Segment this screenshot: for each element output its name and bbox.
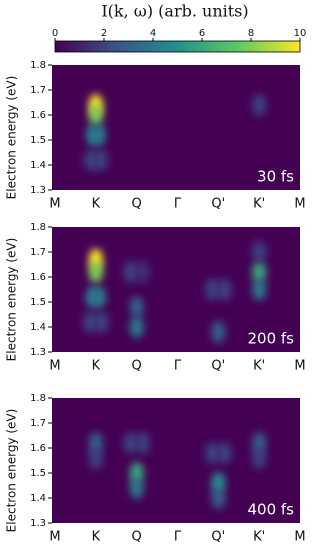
intensity-feature bbox=[129, 477, 144, 499]
colorbar-tick-label: 6 bbox=[199, 28, 205, 39]
y-tick-label: 1.8 bbox=[30, 60, 46, 71]
intensity-feature bbox=[91, 124, 106, 146]
y-tick-label: 1.4 bbox=[30, 322, 46, 333]
x-tick-label: K bbox=[92, 530, 101, 545]
y-tick-label: 1.7 bbox=[30, 247, 46, 258]
intensity-feature bbox=[83, 149, 98, 171]
x-tick-label: M bbox=[294, 530, 305, 545]
y-tick-label: 1.5 bbox=[30, 468, 46, 479]
intensity-feature bbox=[88, 447, 103, 469]
figure: I(k, ω) (arb. units) 0 2 4 6 8 10 1.3 1.4 1.5 1.6… bbox=[5, 2, 307, 545]
x-tick-label: M bbox=[49, 197, 60, 212]
x-tick-label: Q' bbox=[211, 197, 225, 212]
x-tick-label: M bbox=[49, 530, 60, 545]
x-tick-label: Γ bbox=[174, 530, 182, 545]
intensity-feature bbox=[252, 94, 267, 116]
intensity-feature bbox=[217, 278, 232, 301]
x-tick-label: M bbox=[49, 359, 60, 374]
y-tick-label: 1.5 bbox=[30, 135, 46, 146]
intensity-feature bbox=[217, 442, 232, 464]
x-tick-label: K' bbox=[253, 359, 265, 374]
x-tick-label: Γ bbox=[174, 197, 182, 212]
time-label: 30 fs bbox=[257, 168, 294, 186]
y-tick-label: 1.8 bbox=[30, 222, 46, 233]
y-tick-label: 1.3 bbox=[30, 185, 46, 196]
intensity-feature bbox=[94, 311, 109, 333]
intensity-feature bbox=[88, 261, 103, 283]
time-label: 400 fs bbox=[248, 501, 295, 519]
intensity-feature bbox=[252, 447, 267, 469]
intensity-feature bbox=[252, 261, 267, 283]
intensity-feature bbox=[211, 487, 226, 509]
colorbar-tick-label: 8 bbox=[248, 28, 254, 39]
intensity-feature bbox=[135, 261, 150, 283]
intensity-feature bbox=[92, 286, 107, 308]
y-tick-label: 1.7 bbox=[30, 85, 46, 96]
y-tick-label: 1.6 bbox=[30, 443, 46, 454]
colorbar bbox=[54, 40, 301, 53]
colorbar-tick-label: 10 bbox=[294, 28, 307, 39]
intensity-feature bbox=[205, 278, 220, 301]
y-tick-label: 1.4 bbox=[30, 160, 46, 171]
colorbar-title: I(k, ω) (arb. units) bbox=[101, 2, 248, 21]
x-tick-label: Q' bbox=[211, 530, 225, 545]
y-axis-title: Electron energy (eV) bbox=[5, 409, 19, 533]
y-tick-label: 1.3 bbox=[30, 347, 46, 358]
intensity-feature bbox=[123, 261, 138, 283]
intensity-feature bbox=[252, 241, 267, 263]
x-tick-label: K' bbox=[253, 197, 265, 212]
x-tick-label: Q' bbox=[211, 359, 225, 374]
heatmap bbox=[88, 432, 267, 509]
y-axis-title: Electron energy (eV) bbox=[5, 238, 19, 362]
intensity-feature bbox=[252, 278, 267, 301]
heatmap bbox=[83, 241, 267, 343]
intensity-feature bbox=[211, 321, 226, 343]
colorbar-tick-label: 4 bbox=[150, 28, 156, 39]
x-tick-label: Q bbox=[132, 197, 142, 212]
intensity-feature bbox=[135, 432, 150, 454]
y-tick-label: 1.5 bbox=[30, 297, 46, 308]
x-tick-label: Q bbox=[132, 359, 142, 374]
colorbar-tick-label: 0 bbox=[52, 28, 58, 39]
x-tick-label: M bbox=[294, 197, 305, 212]
x-tick-label: K bbox=[92, 359, 101, 374]
intensity-feature bbox=[83, 311, 98, 333]
y-tick-label: 1.7 bbox=[30, 418, 46, 429]
x-tick-label: Γ bbox=[174, 359, 182, 374]
colorbar-tick-label: 2 bbox=[101, 28, 107, 39]
intensity-feature bbox=[88, 104, 103, 126]
heatmap bbox=[83, 94, 267, 171]
intensity-feature bbox=[123, 432, 138, 454]
x-tick-label: M bbox=[294, 359, 305, 374]
time-label: 200 fs bbox=[248, 330, 295, 348]
y-tick-label: 1.6 bbox=[30, 272, 46, 283]
x-tick-label: Q bbox=[132, 530, 142, 545]
y-tick-label: 1.3 bbox=[30, 518, 46, 529]
x-tick-label: K' bbox=[253, 530, 265, 545]
intensity-feature bbox=[205, 442, 220, 464]
y-tick-label: 1.4 bbox=[30, 493, 46, 504]
intensity-feature bbox=[129, 316, 144, 338]
intensity-feature bbox=[93, 149, 108, 171]
y-tick-label: 1.8 bbox=[30, 393, 46, 404]
y-axis-title: Electron energy (eV) bbox=[5, 76, 19, 200]
y-tick-label: 1.6 bbox=[30, 110, 46, 121]
x-tick-label: K bbox=[92, 197, 101, 212]
intensity-feature bbox=[129, 296, 144, 318]
